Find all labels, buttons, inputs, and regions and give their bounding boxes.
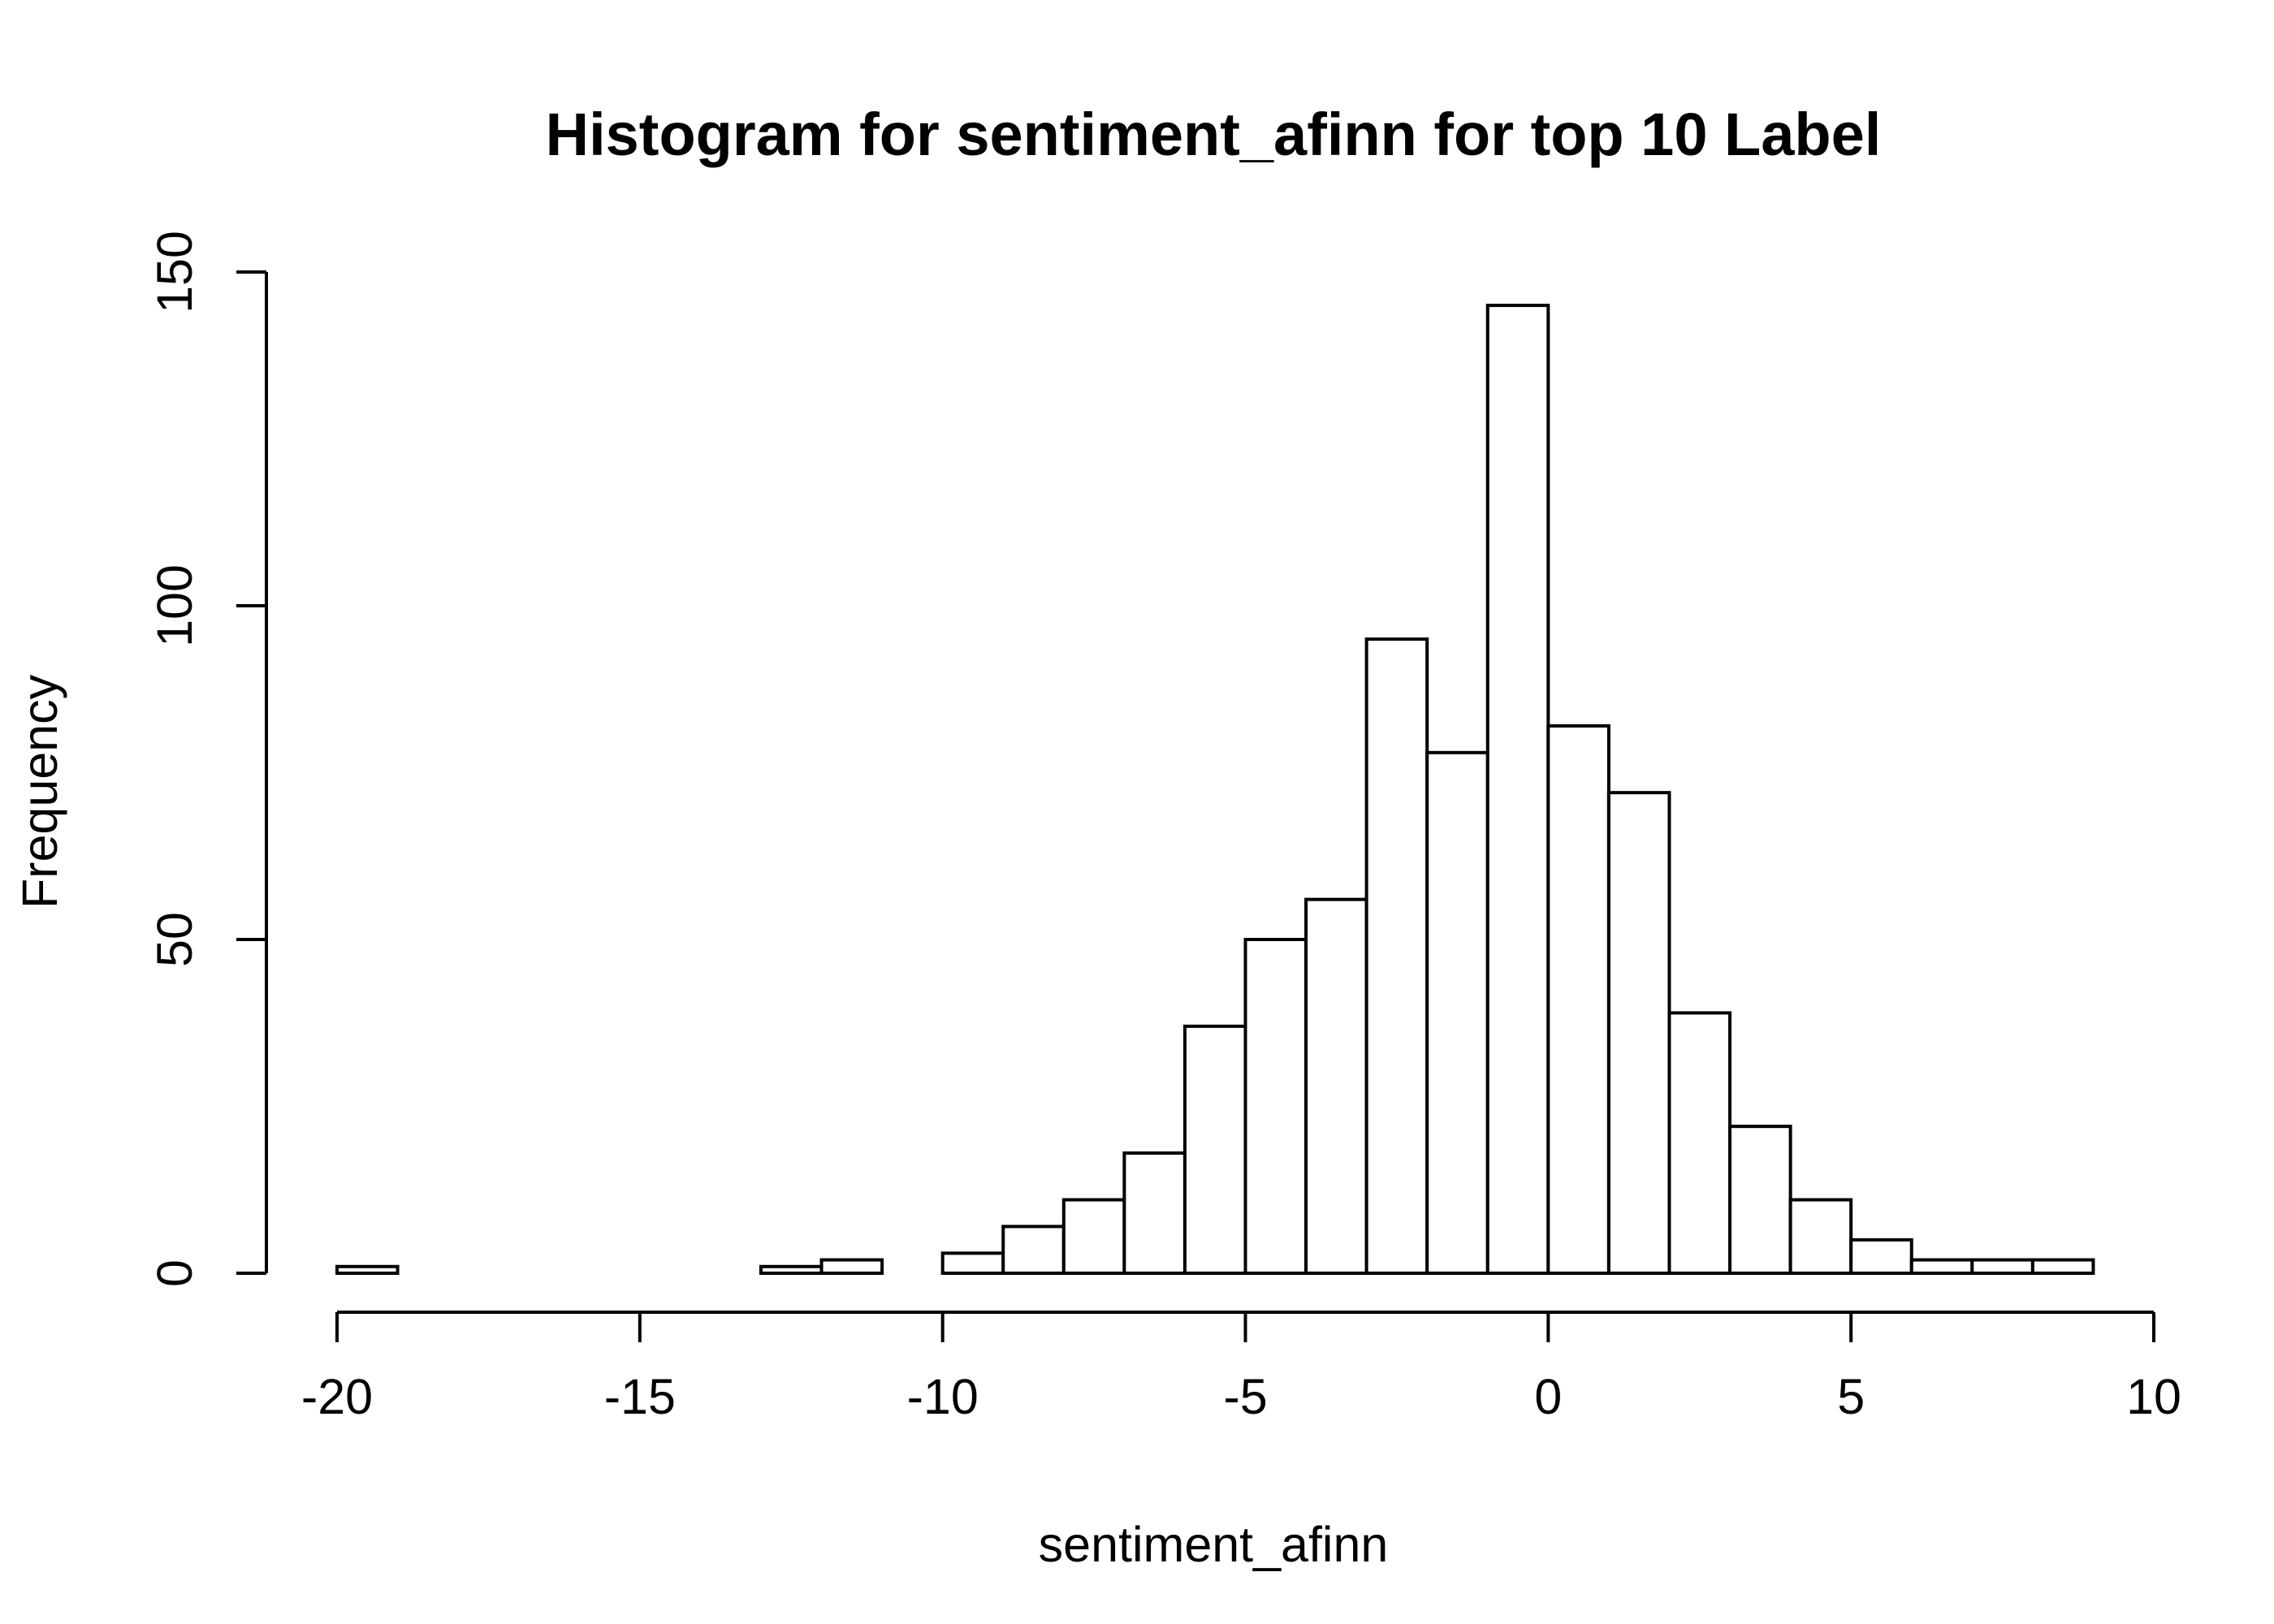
histogram-bar	[1122, 1151, 1187, 1276]
histogram-bar	[1909, 1258, 1974, 1276]
histogram-bar	[1243, 938, 1308, 1275]
histogram-bar	[1304, 897, 1368, 1276]
histogram-bar	[335, 1264, 400, 1276]
y-axis-label: Frequency	[12, 674, 67, 909]
histogram-bar	[1788, 1198, 1853, 1275]
x-tick-label: -10	[907, 1369, 979, 1424]
histogram-bar	[819, 1258, 884, 1276]
x-tick-label: 5	[1837, 1369, 1865, 1424]
y-tick-label: 50	[147, 912, 202, 967]
y-axis: 0 50 100 150	[147, 231, 268, 1287]
histogram-bar	[1728, 1125, 1792, 1276]
histogram-bar	[1061, 1198, 1126, 1275]
x-tick-label: 10	[2126, 1369, 2181, 1424]
histogram-bar	[1970, 1258, 2034, 1276]
x-tick-label: -20	[301, 1369, 373, 1424]
histogram-bar	[1425, 750, 1489, 1275]
histogram-bar	[2030, 1258, 2095, 1276]
y-tick-label: 0	[147, 1259, 202, 1287]
histogram-bar	[1364, 637, 1429, 1275]
y-tick-label: 100	[147, 564, 202, 647]
histogram-bar	[1546, 723, 1610, 1275]
histogram-bar	[1849, 1237, 1913, 1276]
x-tick-label: -15	[604, 1369, 676, 1424]
x-axis-label: sentiment_afinn	[1039, 1517, 1389, 1572]
histogram-bar	[1485, 304, 1550, 1276]
chart-title: Histogram for sentiment_afinn for top 10…	[546, 101, 1882, 168]
histogram-bar	[1606, 791, 1671, 1275]
histogram-bar	[759, 1264, 824, 1276]
x-tick-label: -5	[1223, 1369, 1267, 1424]
histogram-bar	[1001, 1224, 1066, 1275]
y-tick-label: 150	[147, 231, 202, 313]
bars-layer	[335, 304, 2095, 1276]
histogram-bar	[1182, 1024, 1247, 1275]
x-tick-label: 0	[1534, 1369, 1562, 1424]
histogram-bar	[940, 1251, 1005, 1275]
histogram-bar	[1667, 1011, 1732, 1276]
x-axis: -20 -15 -10 -5 0 5 10	[301, 1311, 2181, 1424]
